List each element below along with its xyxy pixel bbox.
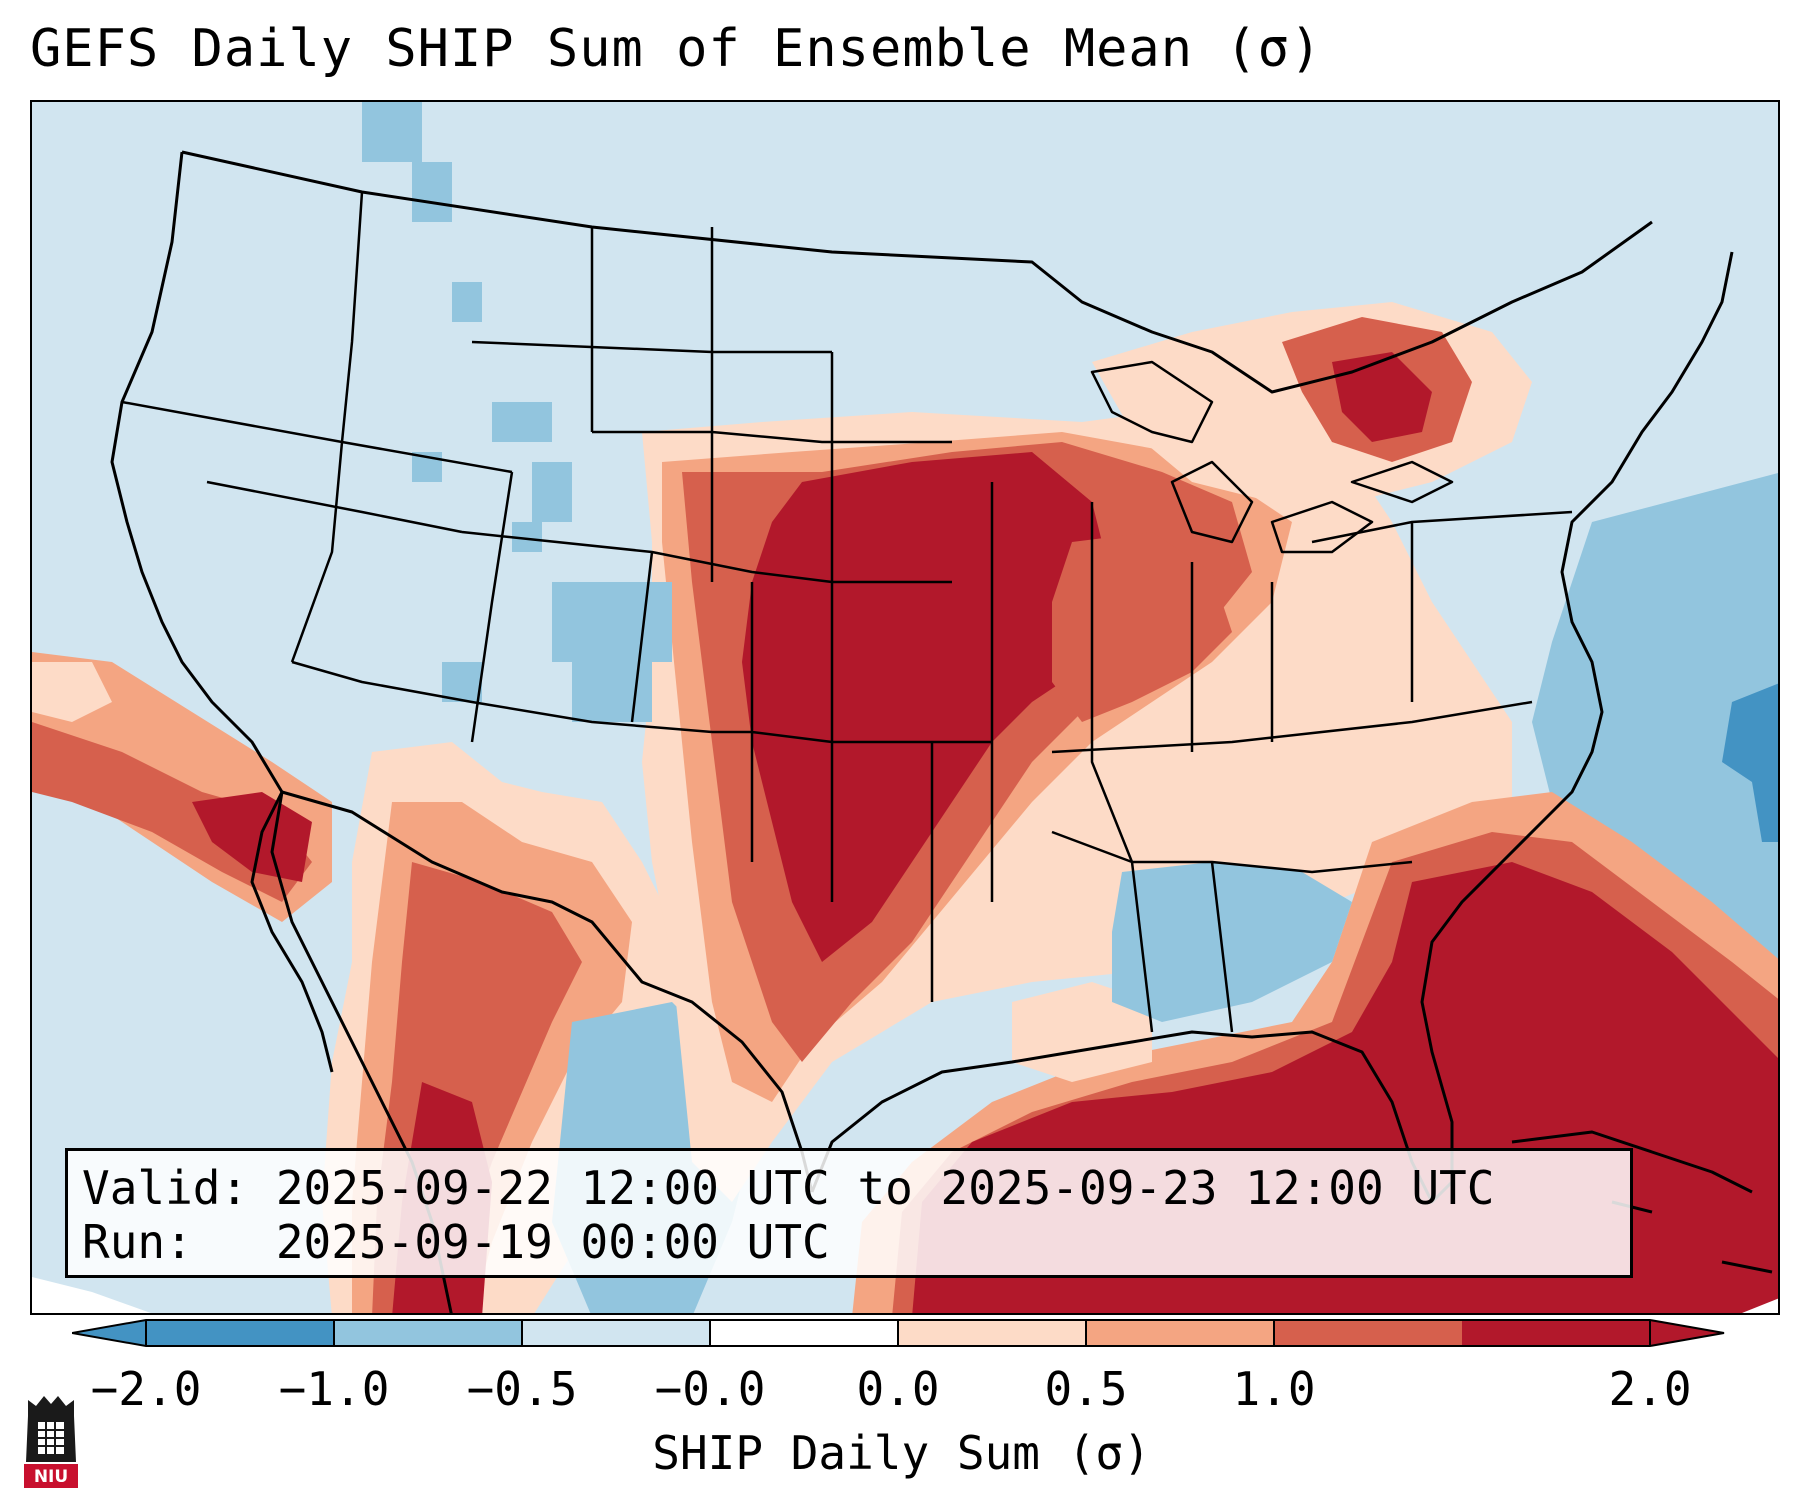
- baja-peninsula: [250, 791, 334, 1073]
- projection-edge-right: [1742, 1298, 1778, 1313]
- gulf-coast: [810, 251, 1734, 1204]
- colorbar-tick-label: −0.0: [654, 1362, 766, 1416]
- colorbar-tick-label: −2.0: [90, 1362, 202, 1416]
- pacific-light-region: [32, 662, 112, 722]
- logo-text: NIU: [34, 1467, 68, 1487]
- colorbar-extend-high: [1650, 1320, 1724, 1346]
- colorbar-label: SHIP Daily Sum (σ): [652, 1426, 1151, 1480]
- quebec-dark-red-region: [1332, 352, 1432, 442]
- us-canada-border: [181, 150, 1653, 394]
- map-boundaries: [110, 150, 1773, 1313]
- colorbar-segment: [146, 1320, 334, 1346]
- info-box: Valid: 2025-09-22 12:00 UTC to 2025-09-2…: [65, 1148, 1633, 1278]
- colorbar-segment: [898, 1320, 1086, 1346]
- logo-badge: [24, 1464, 78, 1488]
- run-time-text: Run: 2025-09-19 00:00 UTC: [82, 1215, 830, 1269]
- us-west-coast: [110, 151, 284, 793]
- ohio-valley-red-region: [1052, 532, 1232, 722]
- map-title: GEFS Daily SHIP Sum of Ensemble Mean (σ): [30, 19, 1323, 79]
- map-frame: [30, 100, 1780, 1315]
- atlantic-dark-blue-region: [1722, 683, 1778, 842]
- colorbar-tick-label: 1.0: [1232, 1362, 1316, 1416]
- colorbar-segment: [1274, 1320, 1462, 1346]
- colorbar-segment: [334, 1320, 522, 1346]
- great-lakes: [1090, 360, 1454, 554]
- western-blue-speckles: [362, 102, 672, 722]
- midwest-dark-red-region: [742, 452, 1112, 962]
- colorbar-tick-label: −0.5: [466, 1362, 578, 1416]
- colorbar-tick-label: −1.0: [278, 1362, 390, 1416]
- logo-grid-lines: [38, 1422, 64, 1454]
- colorbar-segment: [522, 1320, 710, 1346]
- state-lines: [121, 191, 1573, 1033]
- colorbar-segment: [710, 1320, 898, 1346]
- valid-time-text: Valid: 2025-09-22 12:00 UTC to 2025-09-2…: [82, 1161, 1495, 1215]
- colorbar-tick-label: 0.5: [1044, 1362, 1128, 1416]
- us-mexico-border: [281, 790, 814, 1193]
- atlantic-blue-region: [1532, 473, 1778, 1001]
- niu-logo: NIU: [24, 1396, 78, 1488]
- map-canvas: [32, 102, 1778, 1313]
- colorbar-extend-low: [72, 1320, 146, 1346]
- colorbar: [72, 1319, 1725, 1347]
- colorbar-segment: [1462, 1320, 1650, 1346]
- southeast-blue-region: [1112, 862, 1352, 1022]
- colorbar-tick-label: 0.0: [856, 1362, 940, 1416]
- colorbar-tick-label: 2.0: [1608, 1362, 1692, 1416]
- baja-dark-red-region: [192, 792, 312, 882]
- projection-edge-left: [32, 1277, 151, 1313]
- colorbar-segment: [1086, 1320, 1274, 1346]
